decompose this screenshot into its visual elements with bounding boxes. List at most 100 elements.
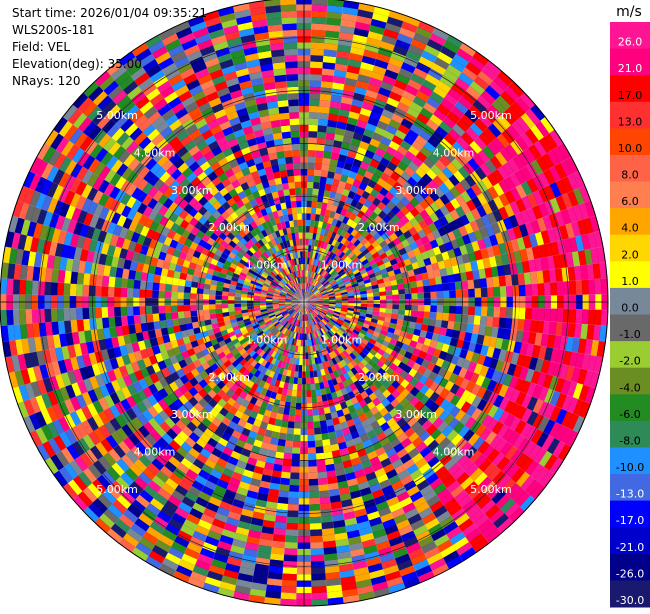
range-gate [310,80,322,87]
range-gate [133,306,140,315]
range-gate [315,151,323,158]
range-gate [322,439,330,446]
range-gate [411,293,418,299]
range-gate [19,280,26,295]
range-gate [203,305,210,311]
range-gate [127,307,134,316]
range-gate [543,270,551,283]
range-gate [215,304,222,309]
range-gate [13,279,20,294]
range-gate [467,280,474,289]
range-gate [536,271,544,284]
range-gate [306,220,311,227]
range-gate [295,409,301,416]
range-gate [307,403,313,410]
range-gate [550,309,557,322]
range-gate [292,454,300,461]
range-gate [95,286,102,297]
range-gate [487,287,494,297]
range-gate [544,283,551,296]
range-gate [292,447,300,454]
range-gate [310,61,323,68]
range-gate [435,277,442,285]
range-gate [285,536,298,543]
range-gate [289,491,299,498]
range-gate [323,445,332,453]
range-gate [525,284,532,296]
range-gate [289,409,296,416]
range-gate [70,271,78,284]
range-gate [289,485,299,492]
range-gate [178,311,185,318]
range-gate [321,433,329,440]
range-gate [474,279,481,289]
range-gate [441,320,448,328]
range-gate [82,308,89,320]
range-gate [531,308,538,320]
range-gate [386,295,393,300]
range-gate [436,312,443,320]
range-gate [475,307,482,316]
range-gate [310,529,322,536]
range-gate [308,454,316,461]
range-gate [96,275,104,286]
range-gate [306,378,311,385]
range-gate [209,304,216,309]
range-gate [442,283,449,291]
range-gate [190,293,197,299]
range-gate [190,305,197,311]
range-gate [298,378,303,385]
range-gate [294,428,301,435]
range-gate [405,294,412,300]
range-gate [312,11,327,18]
range-gate [273,534,286,542]
range-gate [594,310,601,326]
range-gate [307,422,314,429]
range-gate [307,188,313,195]
range-gate [146,281,153,290]
range-gate [486,316,493,326]
range-gate [512,285,519,296]
range-gate [296,397,302,404]
range-gate [323,151,332,159]
range-gate [307,416,313,423]
range-gate [588,279,595,294]
range-gate [158,306,165,314]
range-gate [493,307,500,317]
range-gate [83,273,91,285]
range-gate [314,434,322,441]
range-gate [290,479,300,486]
range-gate [307,397,313,404]
range-gate [286,529,298,536]
range-gate [311,548,324,555]
range-gate [108,307,115,317]
range-gate [127,288,134,297]
range-gate [442,313,449,321]
range-gate [102,317,109,328]
range-gate [319,100,330,107]
range-gate [89,285,96,296]
range-gate [456,306,463,314]
range-gate [505,318,513,329]
range-gate [424,305,431,312]
range-gate [538,283,545,296]
range-gate [196,294,203,300]
range-gate [57,283,64,296]
range-gate [319,490,330,497]
range-gate [222,304,229,309]
range-gate [437,291,444,298]
range-gate [83,319,91,331]
range-gate [475,288,482,297]
range-gate [411,305,418,311]
range-gate [380,304,387,309]
range-gate [101,307,108,318]
range-gate [506,307,513,318]
range-gate [280,478,290,485]
range-gate [321,81,333,89]
range-gate [430,312,437,320]
range-gate [417,311,424,318]
range-gate [316,144,325,151]
range-gate [392,304,399,309]
range-gate [319,497,330,504]
range-gate [70,320,78,333]
